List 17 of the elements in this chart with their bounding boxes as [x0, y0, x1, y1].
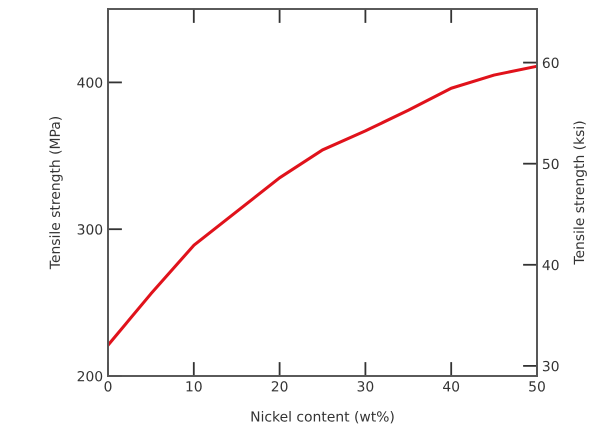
y2-tick-label: 40 [542, 260, 559, 270]
x-axis-title: Nickel content (wt%) [252, 410, 394, 424]
y-tick-label: 300 [78, 224, 102, 235]
x-tick-label: 50 [529, 381, 545, 392]
y-tick-label: 200 [78, 370, 102, 382]
x-tick-label: 20 [272, 381, 288, 392]
y2-tick-label: 30 [542, 360, 559, 372]
line-series [108, 64, 537, 347]
y2-axis-title: Tensile strength (ksi) [573, 122, 587, 265]
x-tick-label: 40 [443, 381, 460, 392]
y2-tick-label: 50 [542, 158, 559, 170]
y-axis-title: Tensile strength (MPa) [49, 117, 63, 270]
y2-tick-label: 60 [542, 58, 559, 68]
x-tick-label: 30 [358, 381, 374, 392]
y-tick-label: 400 [77, 77, 102, 88]
x-tick-label: 10 [186, 381, 202, 392]
x-tick-label: 0 [104, 381, 112, 392]
